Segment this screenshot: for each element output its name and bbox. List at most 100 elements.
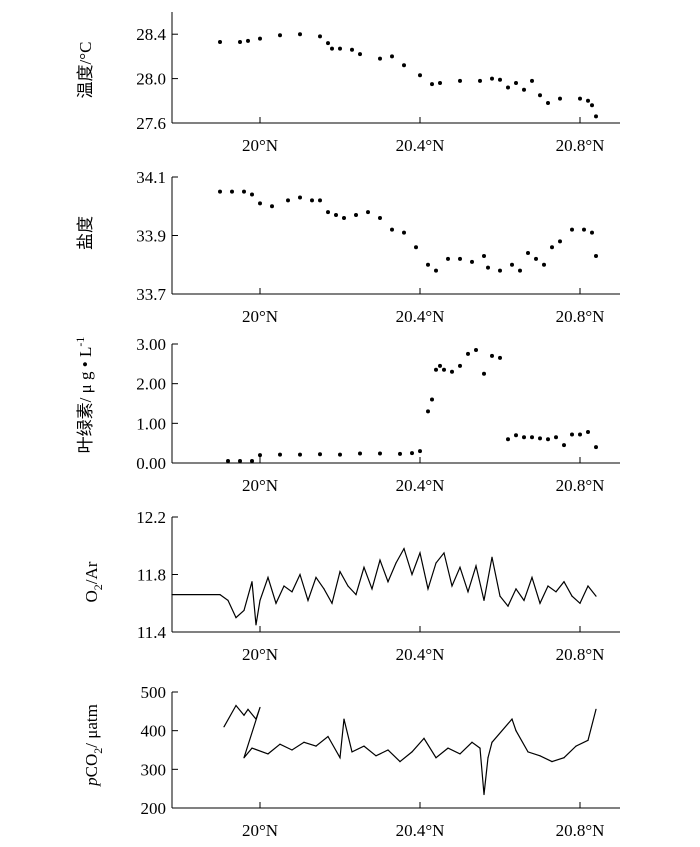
data-point [550, 245, 554, 250]
data-point [435, 562, 437, 564]
data-point [558, 96, 562, 101]
data-point [459, 566, 461, 568]
data-point [498, 355, 502, 360]
y-tick-label: 28.4 [136, 25, 166, 44]
data-point [298, 452, 302, 457]
data-point [343, 718, 345, 720]
data-point [299, 573, 301, 576]
data-point [327, 735, 329, 738]
y-tick-label: 500 [141, 683, 167, 702]
data-point [258, 201, 262, 206]
data-point [594, 253, 598, 258]
data-point [226, 459, 230, 464]
x-tick-label: 20.4°N [396, 307, 445, 326]
data-point [570, 432, 574, 437]
x-tick-label: 20°N [242, 476, 278, 495]
data-point [338, 46, 342, 51]
data-point [390, 227, 394, 232]
y-tick-label: 0.00 [136, 454, 166, 473]
data-point [518, 268, 522, 273]
data-point [315, 745, 317, 747]
data-point [323, 588, 325, 590]
data-point [227, 599, 229, 601]
data-point [339, 757, 341, 759]
y-tick-label: 28.0 [136, 70, 166, 89]
data-point [426, 262, 430, 267]
data-point [594, 445, 598, 450]
data-point [530, 435, 534, 440]
data-point [482, 253, 486, 258]
data-point [534, 256, 538, 261]
data-point [342, 215, 346, 220]
data-point [270, 204, 274, 209]
data-point [575, 745, 577, 747]
x-tick-label: 20°N [242, 307, 278, 326]
y-tick-label: 200 [141, 799, 167, 818]
series-line [223, 704, 597, 795]
data-point [238, 39, 242, 44]
data-point [590, 103, 594, 108]
x-tick-label: 20°N [242, 821, 278, 840]
data-point [171, 594, 173, 596]
data-point [438, 81, 442, 86]
data-point [255, 718, 257, 720]
data-point [250, 192, 254, 197]
data-point [402, 230, 406, 235]
data-point [530, 78, 534, 83]
data-point [511, 718, 513, 720]
data-point [418, 73, 422, 78]
data-point [223, 726, 225, 728]
data-point [498, 77, 502, 82]
data-point [259, 706, 261, 709]
data-point [458, 78, 462, 83]
data-point [531, 576, 533, 578]
data-point [571, 595, 573, 597]
y-axis-label: pCO2/ μatm [82, 704, 105, 787]
y-axis-label: O2/Ar [82, 561, 105, 602]
data-point [298, 195, 302, 200]
data-point [482, 371, 486, 376]
data-point [307, 599, 309, 601]
data-point [546, 101, 550, 106]
data-point [426, 409, 430, 414]
y-axis-label: 盐度 [76, 216, 95, 250]
data-point [379, 559, 381, 561]
data-point [371, 588, 373, 590]
x-tick-label: 20°N [242, 645, 278, 664]
data-point [450, 369, 454, 374]
data-point [526, 251, 530, 256]
data-point [510, 262, 514, 267]
data-point [570, 227, 574, 232]
data-point [558, 239, 562, 244]
data-point [579, 602, 581, 604]
y-axis-label: 温度/°C [76, 42, 95, 99]
y-axis-label-subscript: 2 [91, 748, 105, 754]
data-point [430, 82, 434, 87]
data-point [390, 54, 394, 59]
panel-5: 200 300 400 500 20°N 20.4°N 20.8°N pCO2/ μatm [82, 683, 620, 840]
data-point [546, 437, 550, 442]
data-point [411, 751, 413, 753]
data-point [515, 730, 517, 732]
data-point [539, 602, 541, 604]
data-point [447, 747, 449, 749]
data-point [399, 761, 401, 763]
data-point [434, 367, 438, 372]
x-tick-label: 20.8°N [556, 645, 605, 664]
data-point [278, 33, 282, 38]
data-point [410, 451, 414, 456]
data-point [538, 436, 542, 441]
data-point [291, 591, 293, 593]
data-point [283, 585, 285, 587]
data-point [351, 751, 353, 753]
data-point [258, 453, 262, 458]
data-point [490, 76, 494, 81]
data-point [375, 755, 377, 757]
data-point [430, 397, 434, 402]
data-point [250, 459, 254, 464]
data-point [586, 430, 590, 435]
data-point [506, 437, 510, 442]
data-point [251, 747, 253, 749]
y-axis-label-rest: /Ar [82, 561, 101, 584]
data-point [586, 98, 590, 103]
